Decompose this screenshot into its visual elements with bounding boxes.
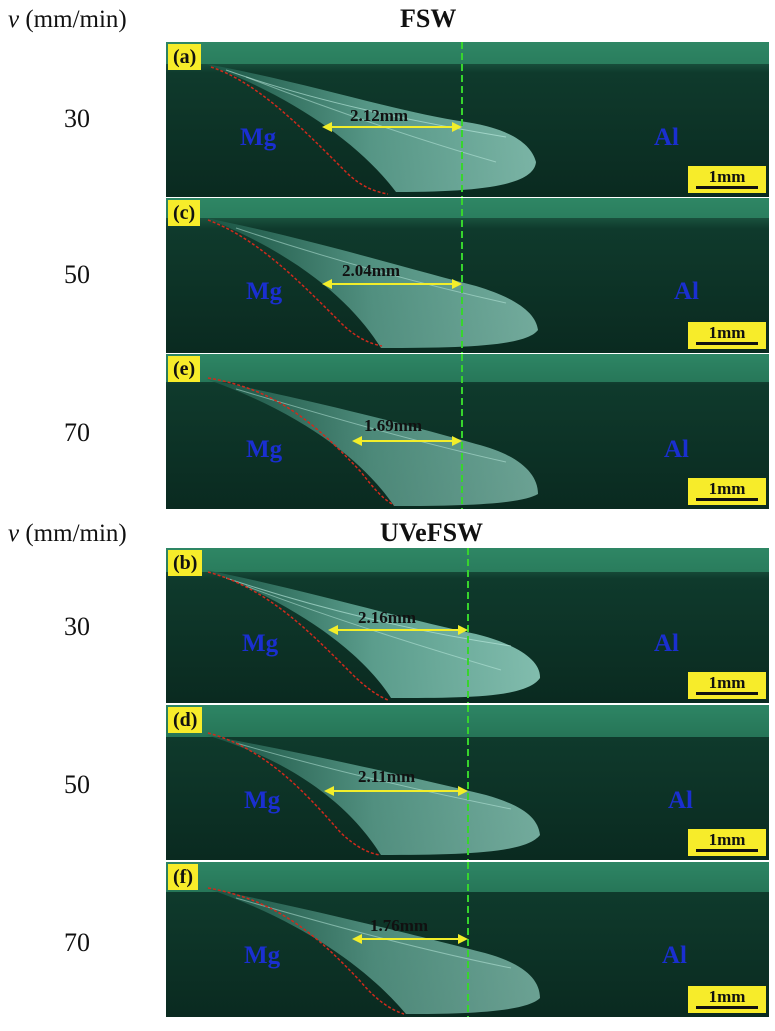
material-label-al: Al <box>668 787 693 814</box>
section-header-uvefsw: v (mm/min) UVeFSW <box>0 514 775 554</box>
dimension-label: 1.76mm <box>370 916 429 935</box>
micrograph-image <box>166 548 769 703</box>
micrograph-image <box>166 42 769 197</box>
speed-label: 30 <box>64 104 90 133</box>
micrograph-panel: (b) Mg Al 2.16mm 1mm <box>166 548 769 703</box>
micrograph-panel: (d) Mg Al 2.11mm 1mm <box>166 705 769 860</box>
material-label-mg: Mg <box>246 278 283 305</box>
scale-bar: 1mm <box>688 166 766 193</box>
panel-tag: (f) <box>168 864 198 890</box>
section-title-uvefsw: UVeFSW <box>380 518 484 547</box>
panel-tag: (a) <box>168 44 202 70</box>
material-label-al: Al <box>654 124 679 151</box>
speed-label: 30 <box>64 612 90 641</box>
speed-axis-label: v (mm/min) <box>8 520 127 547</box>
micrograph-image <box>166 198 769 353</box>
section-title-fsw: FSW <box>400 4 457 33</box>
material-label-mg: Mg <box>242 630 279 657</box>
dimension-label: 2.04mm <box>342 261 401 280</box>
dimension-label: 2.11mm <box>358 767 416 786</box>
material-label-al: Al <box>654 630 679 657</box>
micrograph-panel: (f) Mg Al 1.76mm 1mm <box>166 862 769 1017</box>
micrograph-image <box>166 705 769 860</box>
speed-label: 70 <box>64 418 90 447</box>
material-label-mg: Mg <box>240 124 277 151</box>
dimension-label: 1.69mm <box>364 416 423 435</box>
scale-bar: 1mm <box>688 986 766 1013</box>
material-label-al: Al <box>664 436 689 463</box>
micrograph-panel: (a) Mg Al 2.12mm 1mm <box>166 42 769 197</box>
material-label-mg: Mg <box>246 436 283 463</box>
panel-tag: (c) <box>168 200 201 226</box>
section-header-fsw: v (mm/min) FSW <box>0 0 775 40</box>
material-label-al: Al <box>674 278 699 305</box>
scale-bar: 1mm <box>688 478 766 505</box>
speed-label: 50 <box>64 770 90 799</box>
material-label-mg: Mg <box>244 942 281 969</box>
micrograph-image <box>166 862 769 1017</box>
dimension-label: 2.16mm <box>358 608 417 627</box>
scale-bar: 1mm <box>688 322 766 349</box>
speed-label: 50 <box>64 260 90 289</box>
material-label-al: Al <box>662 942 687 969</box>
speed-axis-label: v (mm/min) <box>8 6 127 33</box>
material-label-mg: Mg <box>244 787 281 814</box>
scale-bar: 1mm <box>688 672 766 699</box>
micrograph-panel: (e) Mg Al 1.69mm 1mm <box>166 354 769 509</box>
panel-tag: (d) <box>168 707 203 733</box>
scale-bar: 1mm <box>688 829 766 856</box>
micrograph-panel: (c) Mg Al 2.04mm 1mm <box>166 198 769 353</box>
micrograph-image <box>166 354 769 509</box>
panel-tag: (e) <box>168 356 201 382</box>
dimension-label: 2.12mm <box>350 106 409 125</box>
speed-label: 70 <box>64 928 90 957</box>
panel-tag: (b) <box>168 550 203 576</box>
